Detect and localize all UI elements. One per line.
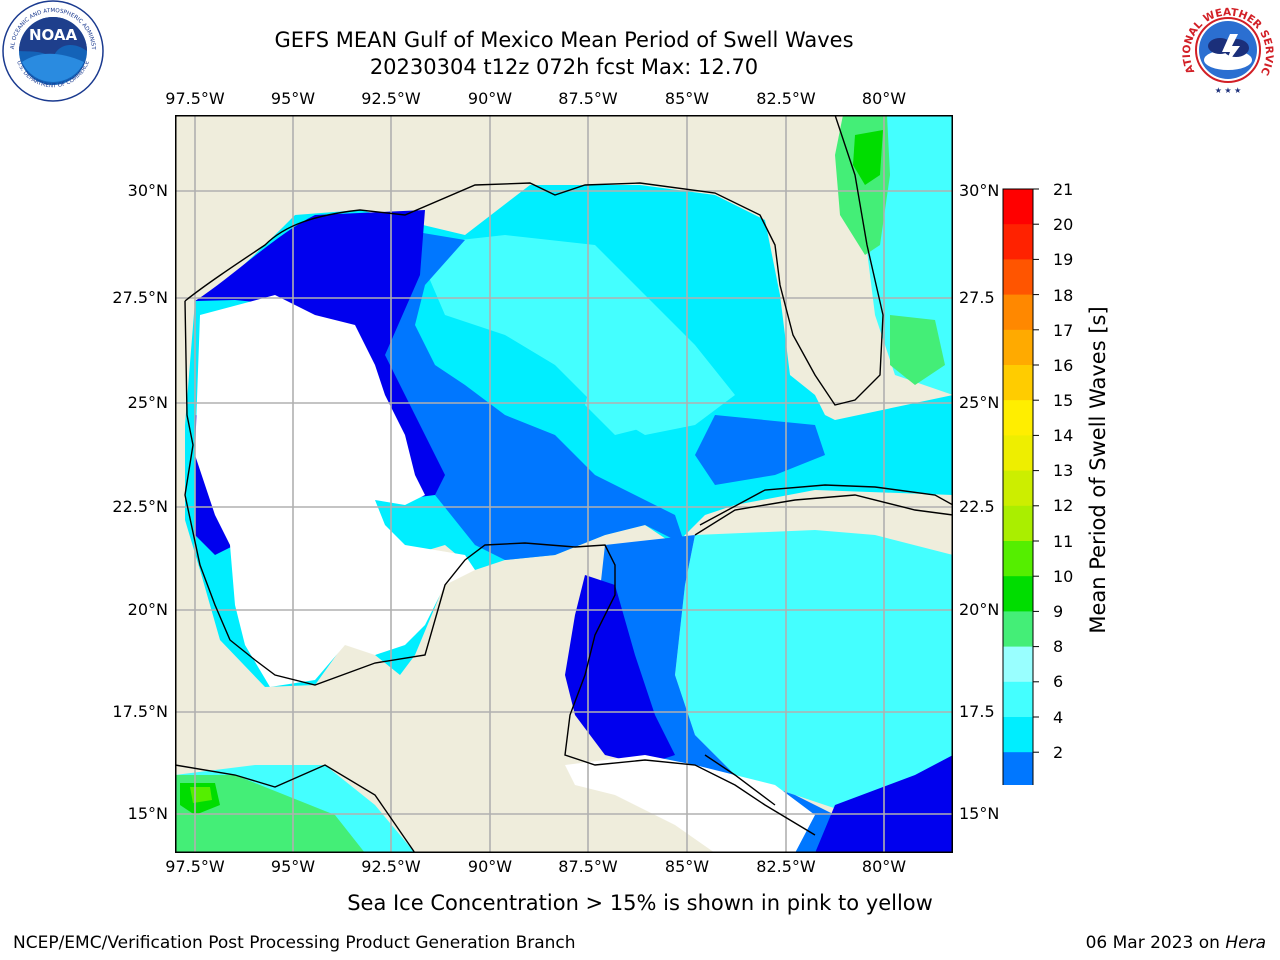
colorbar: [1002, 188, 1039, 785]
caribbean-no-data: [565, 755, 815, 853]
lat-tick-left: 27.5°N: [112, 288, 168, 307]
gulf-blue-band: [695, 415, 825, 485]
footer-date: 06 Mar 2023 on Hera: [1086, 933, 1266, 953]
sea-ice-note: Sea Ice Concentration > 15% is shown in …: [347, 891, 933, 915]
atlantic-green: [890, 315, 945, 385]
noaa-logo: NOAA NATIONAL OCEANIC AND ATMOSPHERIC AD…: [2, 0, 104, 102]
colorbar-label: 20: [1053, 215, 1074, 234]
gulf-no-data: [195, 295, 475, 687]
lon-tick-top: 82.5°W: [756, 89, 816, 108]
lat-tick-right: 27.5: [959, 288, 995, 307]
lon-tick-top: 85°W: [664, 89, 710, 108]
lon-tick-top: 97.5°W: [165, 89, 225, 108]
colorbar-bin: [1003, 717, 1033, 753]
colorbar-bin: [1003, 365, 1033, 401]
lon-tick-top: 80°W: [861, 89, 907, 108]
colorbar-bin: [1003, 752, 1033, 785]
lon-tick-bottom: 97.5°W: [165, 857, 225, 876]
lon-tick-top: 90°W: [467, 89, 513, 108]
colorbar-label: 21: [1053, 180, 1074, 199]
colorbar-label: 12: [1053, 496, 1074, 515]
colorbar-label: 15: [1053, 391, 1074, 410]
footer-date-text: 06 Mar 2023 on: [1085, 933, 1226, 953]
lat-tick-left: 30°N: [127, 181, 168, 200]
lat-tick-right: 30°N: [959, 181, 1000, 200]
colorbar-bin: [1003, 259, 1033, 296]
chart-subtitle: 20230304 t12z 072h fcst Max: 12.70: [369, 55, 759, 79]
lat-tick-right: 20°N: [959, 600, 1000, 619]
colorbar-label: 11: [1053, 532, 1074, 551]
colorbar-bin: [1003, 189, 1033, 225]
lon-tick-bottom: 90°W: [467, 857, 513, 876]
lat-tick-right: 22.5: [959, 497, 995, 516]
colorbar-label: 6: [1053, 672, 1064, 691]
lat-tick-right: 17.5: [959, 702, 995, 721]
lon-tick-bottom: 95°W: [270, 857, 316, 876]
colorbar-bin: [1003, 681, 1033, 718]
lat-tick-left: 20°N: [127, 600, 168, 619]
coastline: [175, 115, 953, 853]
colorbar-bin: [1003, 400, 1033, 436]
lon-tick-top: 87.5°W: [558, 89, 618, 108]
lat-tick-left: 22.5°N: [112, 497, 168, 516]
footer-host: Hera: [1225, 933, 1266, 953]
colorbar-label: 19: [1053, 250, 1074, 269]
colorbar-bin: [1003, 611, 1033, 648]
map-panel: [175, 115, 953, 853]
colorbar-label: 4: [1053, 708, 1064, 727]
lat-tick-right: 15°N: [959, 804, 1000, 823]
colorbar-bin: [1003, 435, 1033, 472]
colorbar-bin: [1003, 541, 1033, 577]
colorbar-label: 2: [1053, 743, 1064, 762]
colorbar-bin: [1003, 646, 1033, 683]
colorbar-label: 8: [1053, 637, 1064, 656]
lon-tick-bottom: 82.5°W: [756, 857, 816, 876]
lon-tick-top: 95°W: [270, 89, 316, 108]
noaa-logo-text: NOAA: [29, 26, 78, 44]
colorbar-label: 13: [1053, 461, 1074, 480]
lon-tick-bottom: 87.5°W: [558, 857, 618, 876]
lat-tick-left: 17.5°N: [112, 702, 168, 721]
map-border: [175, 115, 953, 853]
colorbar-label: 18: [1053, 286, 1074, 305]
colorbar-bin: [1003, 224, 1033, 260]
lon-tick-bottom: 80°W: [861, 857, 907, 876]
colorbar-label: 14: [1053, 426, 1074, 445]
colorbar-bin: [1003, 505, 1033, 542]
lat-tick-left: 15°N: [127, 804, 168, 823]
colorbar-bin: [1003, 294, 1033, 331]
colorbar-label: 10: [1053, 567, 1074, 586]
colorbar-bin: [1003, 329, 1033, 366]
lat-tick-right: 25°N: [959, 393, 1000, 412]
chart-title: GEFS MEAN Gulf of Mexico Mean Period of …: [274, 28, 854, 52]
atlantic-green-core: [853, 130, 883, 185]
colorbar-bin: [1003, 576, 1033, 612]
colorbar-frame: [1002, 188, 1034, 785]
colorbar-bin: [1003, 470, 1033, 507]
colorbar-label: 9: [1053, 602, 1064, 621]
footer-credit: NCEP/EMC/Verification Post Processing Pr…: [13, 933, 576, 953]
gulf-cyan-light: [585, 355, 675, 435]
map-grid: [175, 115, 953, 853]
lat-tick-left: 25°N: [127, 393, 168, 412]
caribbean-deep-blue: [565, 575, 675, 765]
lon-tick-bottom: 92.5°W: [361, 857, 421, 876]
lon-tick-top: 92.5°W: [361, 89, 421, 108]
colorbar-label: 17: [1053, 321, 1074, 340]
colorbar-label: 16: [1053, 356, 1074, 375]
lon-tick-bottom: 85°W: [664, 857, 710, 876]
nws-logo: NATIONAL WEATHER SERVICE ★ ★ ★: [1178, 0, 1277, 99]
colorbar-title: Mean Period of Swell Waves [s]: [1086, 306, 1110, 634]
nws-stars-icon: ★ ★ ★: [1215, 86, 1242, 95]
